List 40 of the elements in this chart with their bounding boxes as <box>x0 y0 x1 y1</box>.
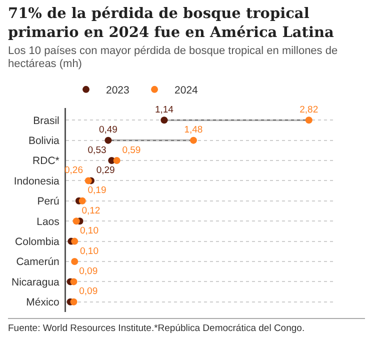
data-label: 0,10 <box>80 226 98 237</box>
point <box>305 116 312 124</box>
point <box>190 136 197 144</box>
data-label: 0,53 <box>88 144 106 156</box>
point <box>72 218 80 225</box>
chart-title: 71% de la pérdida de bosque tropical primario en 2024 fue en América Latina <box>8 4 335 42</box>
y-tick-label: Brasil <box>33 114 60 127</box>
legend-label: 2024 <box>174 84 198 97</box>
point <box>84 177 92 184</box>
point <box>70 298 78 306</box>
data-label: 2,82 <box>300 104 318 116</box>
data-label: 0,09 <box>79 266 98 277</box>
data-label: 1,48 <box>184 124 203 136</box>
y-tick-label: Nicaragua <box>12 276 60 288</box>
y-tick-label: México <box>26 296 60 309</box>
chart-subtitle: Los 10 países con mayor pérdida de bosque tropical en millones de hectáreas (mh) <box>8 45 339 71</box>
point <box>71 258 78 265</box>
point <box>104 136 112 144</box>
legend-label: 2023 <box>106 84 130 97</box>
y-tick-label: Colombia <box>15 236 60 248</box>
point <box>78 197 86 204</box>
data-label: 0,09 <box>79 286 98 298</box>
data-label: 0,19 <box>88 185 106 196</box>
data-label: 1,14 <box>154 104 174 116</box>
y-tick-label: Perú <box>37 196 60 208</box>
y-tick-label: Camerún <box>16 256 60 268</box>
point <box>71 238 78 245</box>
point <box>113 157 120 164</box>
data-label: 0,10 <box>80 246 98 257</box>
source-note: Fuente: World Resources Institute.*República Democrática del Congo. <box>8 318 365 334</box>
data-label: 0,12 <box>82 205 100 216</box>
y-tick-label: Bolivia <box>28 134 60 147</box>
point <box>70 278 78 286</box>
point <box>160 116 168 124</box>
data-label: 0,59 <box>122 144 141 156</box>
y-tick-label: RDC* <box>32 155 60 168</box>
y-tick-label: Indonesia <box>14 175 60 188</box>
data-label: 0,29 <box>96 164 115 176</box>
y-tick-label: Laos <box>36 216 60 228</box>
data-label: 0,49 <box>98 124 118 136</box>
